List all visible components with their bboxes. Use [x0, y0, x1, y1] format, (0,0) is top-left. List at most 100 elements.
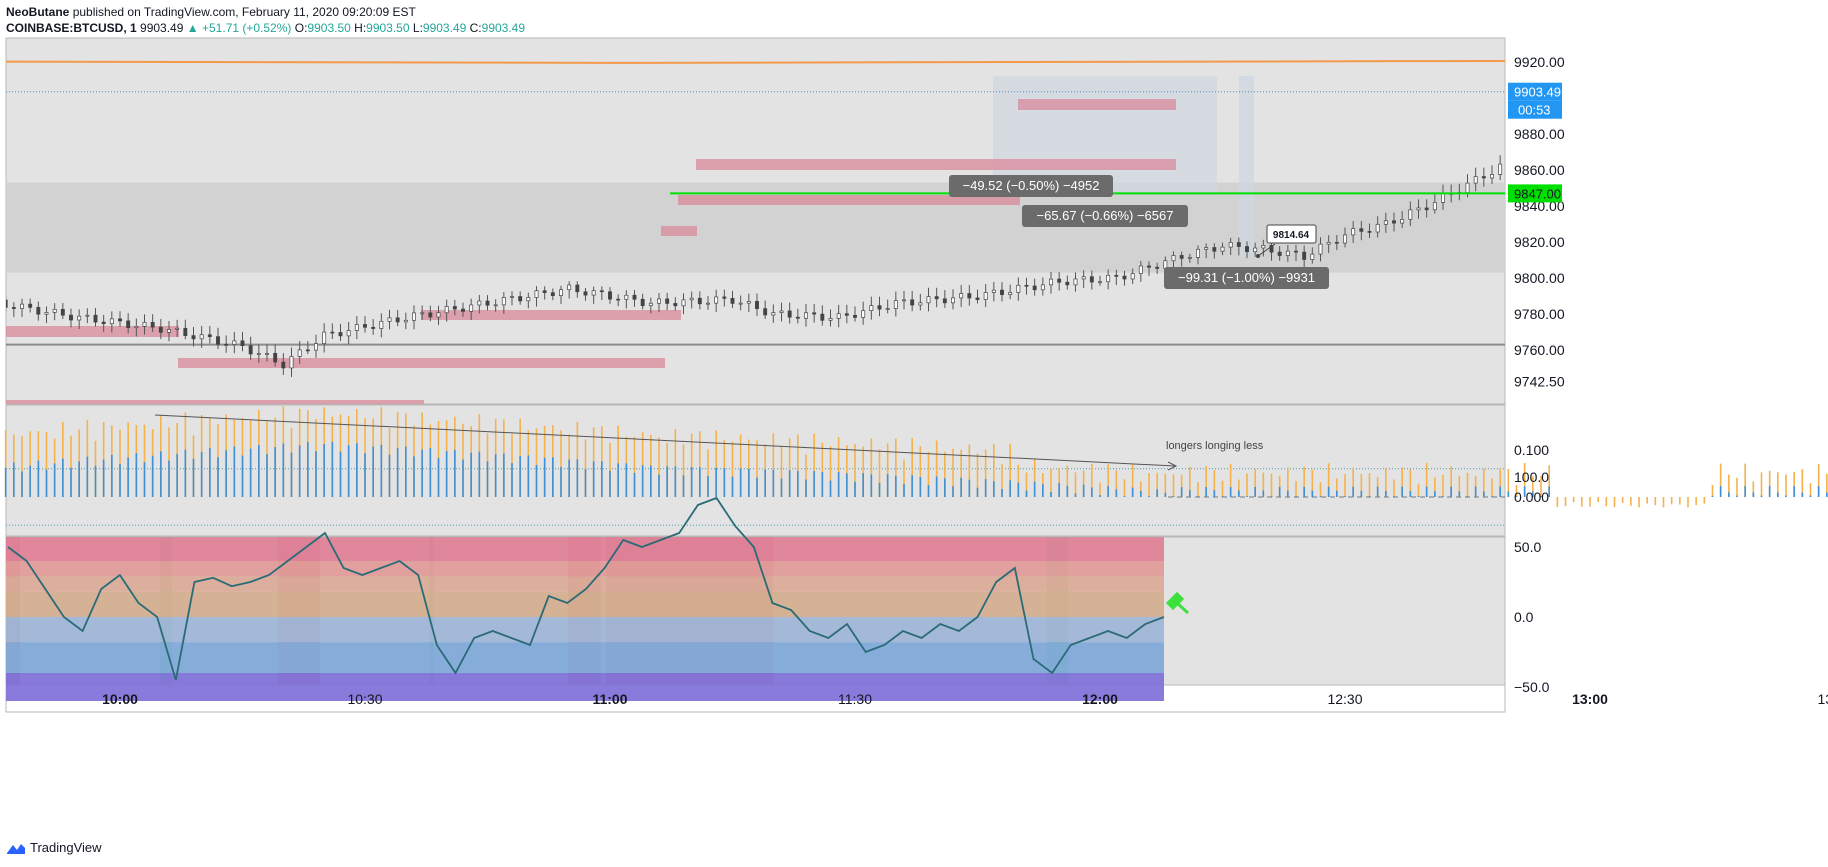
candle-body: [1531, 148, 1534, 157]
osc-band: [6, 576, 1164, 592]
price-tick: 9742.50: [1514, 374, 1565, 390]
candle-body: [1138, 265, 1143, 274]
time-tick: 13:30: [1817, 691, 1828, 707]
candle-body: [559, 289, 563, 296]
low-label: L:: [412, 21, 423, 35]
candle-body: [281, 361, 286, 369]
candle-body: [681, 299, 686, 307]
zone-4: [661, 226, 697, 236]
candle-body: [1727, 157, 1730, 165]
candle-body: [330, 331, 335, 334]
candle-body: [583, 291, 588, 296]
candle-body: [542, 290, 547, 293]
osc-band: [6, 561, 1164, 577]
candle-body: [485, 300, 490, 306]
candle-body: [1564, 142, 1567, 144]
candle-body: [1318, 243, 1323, 255]
candle-body: [354, 324, 359, 331]
candle-body: [1294, 250, 1298, 253]
candle-body: [534, 290, 539, 298]
osc-tick: 100.0: [1514, 469, 1549, 485]
candle-body: [305, 349, 310, 352]
author-name[interactable]: NeoButane: [6, 5, 70, 19]
candle-body: [1392, 220, 1396, 224]
candle-body: [1277, 251, 1282, 256]
candle-body: [85, 314, 90, 317]
time-tick: 12:00: [1082, 691, 1118, 707]
candle-body: [207, 334, 212, 337]
candle-body: [1539, 148, 1542, 149]
candle-body: [1228, 242, 1233, 248]
candle-body: [853, 314, 857, 318]
candle-body: [6, 299, 8, 308]
current-price-value: 9903.49: [1514, 85, 1561, 100]
candle-body: [1711, 152, 1714, 159]
osc-band: [6, 591, 1164, 617]
candle-body: [1073, 278, 1078, 286]
footer: TradingView: [6, 840, 102, 855]
candle-body: [1106, 274, 1111, 283]
candle-body: [1196, 248, 1200, 258]
candle-body: [942, 298, 947, 304]
candle-body: [1179, 255, 1184, 259]
candle-body: [706, 302, 710, 305]
candle-body: [1367, 231, 1372, 233]
candle-body: [1768, 166, 1771, 173]
candle-body: [575, 284, 580, 293]
candle-body: [918, 302, 923, 306]
candle-body: [1662, 154, 1665, 160]
support-badge: [1508, 184, 1562, 203]
candle-body: [1008, 292, 1013, 295]
candle-body: [787, 310, 792, 318]
hammer-icon: [1165, 591, 1190, 615]
candle-body: [150, 321, 155, 328]
candle-body: [216, 336, 220, 345]
open-value: 9903.50: [307, 21, 351, 35]
price-tick: 9920.00: [1514, 54, 1565, 70]
candle-body: [746, 301, 751, 304]
time-tick: 13:00: [1572, 691, 1608, 707]
last-price: 9903.49: [140, 21, 184, 35]
candle-body: [265, 352, 269, 355]
candle-body: [314, 343, 318, 351]
candle-body: [1432, 202, 1437, 211]
candle-body: [1556, 145, 1559, 149]
close-label: C:: [469, 21, 482, 35]
orange-line: [6, 59, 1505, 64]
candle-body: [665, 298, 670, 304]
candle-body: [1130, 273, 1135, 280]
price-callout: 9814.64: [1273, 230, 1310, 241]
candle-body: [69, 314, 73, 321]
candle-body: [975, 297, 980, 300]
candle-body: [1760, 171, 1763, 173]
candle-body: [616, 298, 621, 301]
candle-body: [608, 291, 612, 300]
candle-body: [1473, 176, 1478, 184]
candle-body: [1605, 147, 1608, 154]
brand-name[interactable]: TradingView: [30, 840, 102, 855]
candle-body: [1155, 266, 1160, 269]
zone-0: [6, 326, 179, 337]
low-value: 9903.49: [422, 21, 467, 35]
zone-2: [6, 400, 424, 404]
candle-body: [338, 332, 343, 337]
candle-body: [126, 320, 131, 329]
candle-body: [1024, 284, 1029, 287]
time-tick: 11:00: [592, 691, 627, 707]
candle-body: [1285, 250, 1290, 256]
candle-body: [1310, 253, 1315, 260]
candle-body: [36, 307, 41, 315]
candle-body: [1588, 146, 1591, 151]
volume-pane: [5, 404, 1506, 537]
candle-body: [1703, 159, 1706, 160]
candle-body: [526, 297, 531, 302]
candle-body: [1000, 289, 1004, 295]
candle-body: [1735, 165, 1738, 166]
measure-label-bg-1: [1022, 205, 1188, 227]
price-tick: 9760.00: [1514, 342, 1565, 358]
osc-tick: 50.0: [1514, 539, 1541, 555]
candle-body: [1326, 241, 1331, 245]
candle-body: [722, 296, 727, 299]
candle-body: [20, 303, 24, 309]
